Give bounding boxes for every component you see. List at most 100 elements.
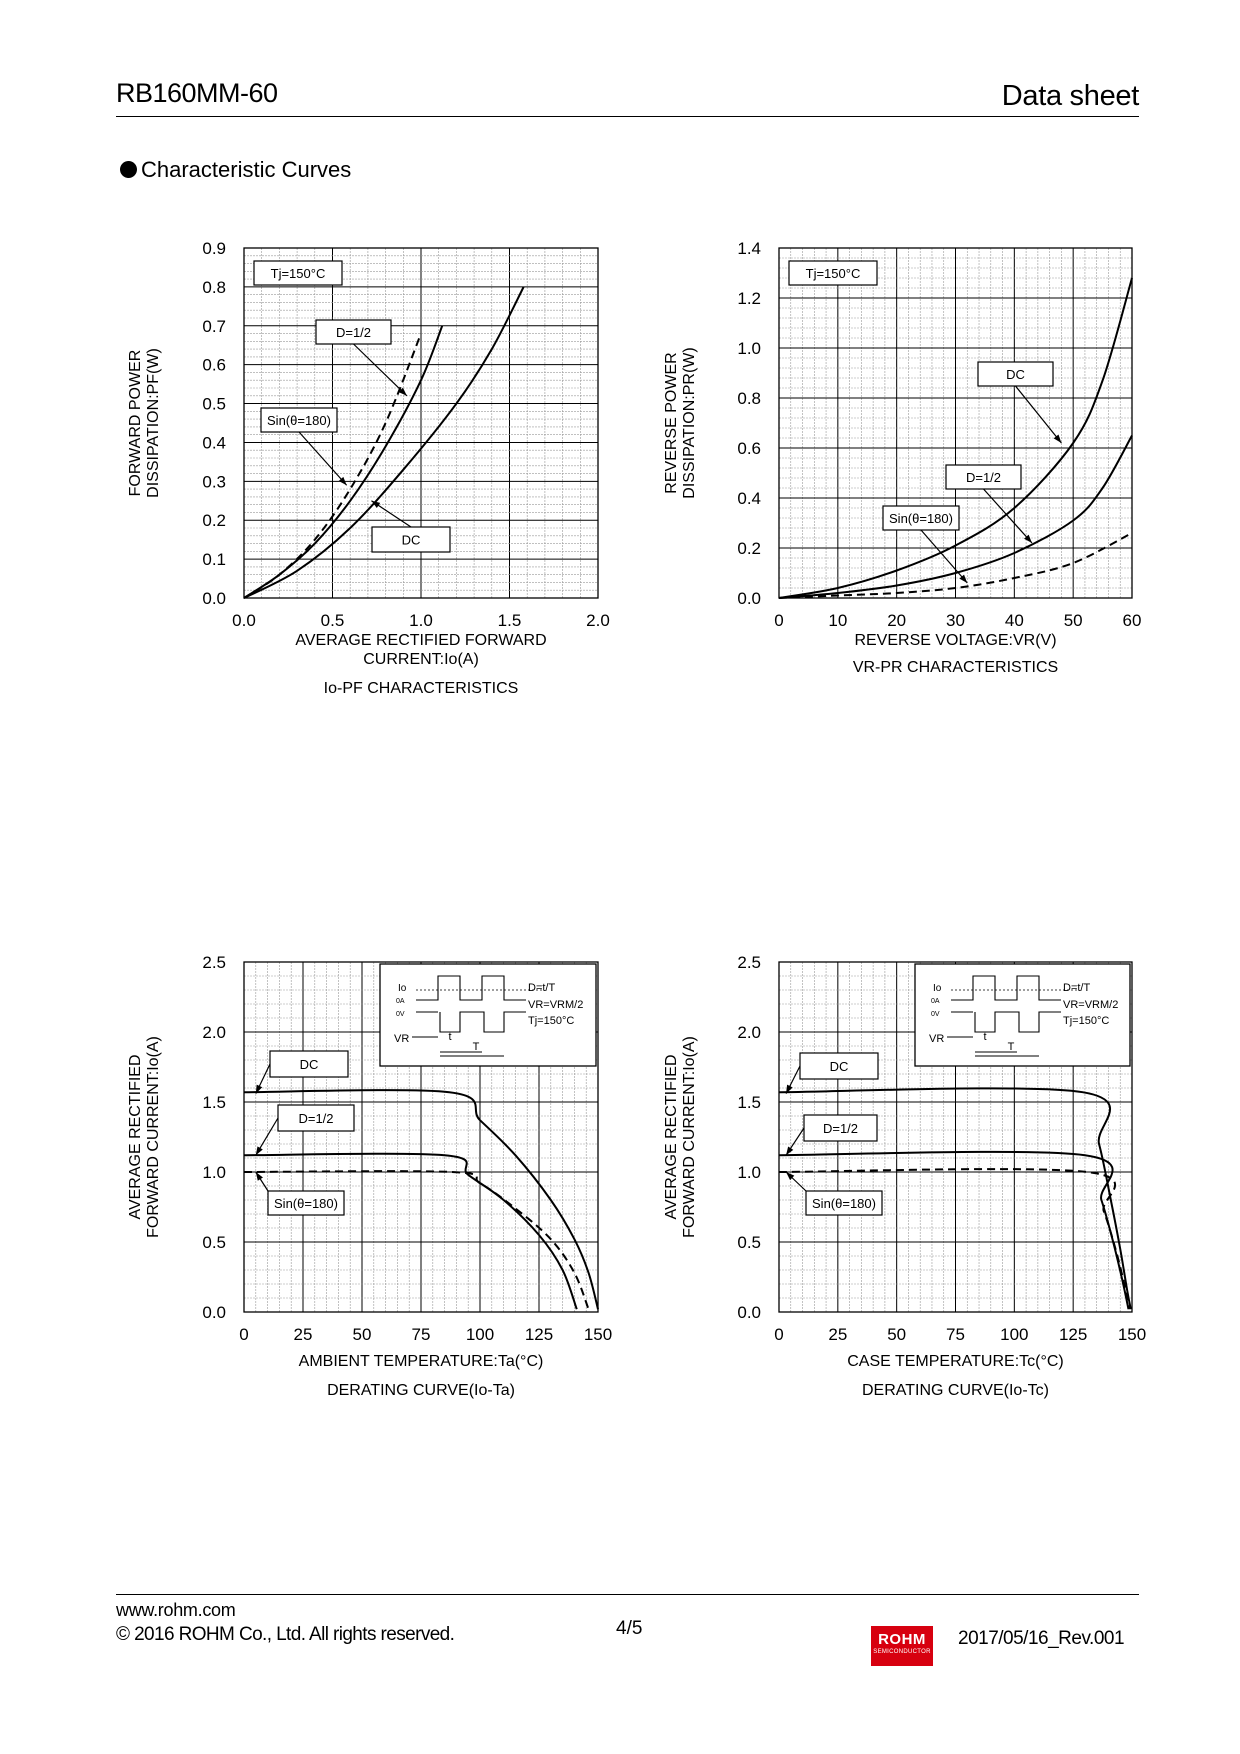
y-axis-label: FORWARD POWER (127, 350, 144, 497)
y-tick-label: 1.5 (202, 1093, 226, 1112)
y-axis-label: DISSIPATION:PF(W) (145, 348, 162, 498)
series-label: D=1/2 (298, 1111, 333, 1126)
arrowhead-icon (786, 1172, 795, 1181)
chart-title: DERATING CURVE(Io-Ta) (327, 1382, 515, 1399)
arrowhead-icon (255, 1172, 263, 1181)
arrowhead-icon (255, 1084, 263, 1094)
x-tick-label: 75 (412, 1325, 431, 1344)
x-tick-label: 75 (946, 1325, 965, 1344)
x-axis-label: AVERAGE RECTIFIED FORWARD (295, 632, 546, 649)
y-tick-label: 0.2 (202, 511, 226, 530)
waveform-voltage (951, 1011, 1061, 1033)
x-axis-label: CURRENT:Io(A) (363, 651, 479, 668)
legend-duty: D=t/T (1063, 982, 1090, 994)
x-tick-label: 100 (1000, 1325, 1028, 1344)
plot-frame (243, 961, 599, 1313)
x-axis-label: CASE TEMPERATURE:Tc(°C) (847, 1353, 1064, 1370)
y-tick-label: 2.5 (737, 953, 761, 972)
waveform-current (416, 975, 526, 1001)
y-axis-label: FORWARD CURRENT:Io(A) (145, 1036, 162, 1238)
plot-frame (778, 961, 1133, 1313)
legend-0a: 0A (931, 998, 940, 1005)
chart-title: DERATING CURVE(Io-Tc) (862, 1382, 1049, 1399)
y-tick-label: 0.5 (737, 1233, 761, 1252)
x-tick-label: 0.0 (232, 611, 256, 630)
x-tick-label: 0 (774, 1325, 783, 1344)
x-tick-label: 40 (1005, 611, 1024, 630)
logo-text: ROHM (878, 1631, 926, 1648)
bullet-icon (120, 161, 137, 178)
series-line-sin180 (243, 333, 422, 599)
document-title: RB160MM-60 (116, 78, 278, 108)
legend-T: T (1008, 1041, 1015, 1053)
chart-1: 0.0 0.5 1.0 1.5 2.0 0.0 0.1 0.2 0.3 0.4 0.5 0.6 0.7 0… (127, 239, 610, 697)
chart-3: 0 25 50 75 100 125 150 0.0 0.5 1.0 1.5 2.0 2.5 AMBIEN… (127, 953, 612, 1399)
y-tick-label: 2.5 (202, 953, 226, 972)
y-tick-label: 1.0 (737, 1163, 761, 1182)
x-tick-label: 0 (774, 611, 783, 630)
series-line-d12 (243, 325, 444, 599)
x-tick-label: 150 (584, 1325, 612, 1344)
footer-url[interactable]: www.rohm.com (116, 1600, 236, 1620)
series-label: D=1/2 (823, 1121, 858, 1136)
waveform-current (951, 975, 1061, 1001)
plot-frame (243, 247, 599, 599)
section-title: Characteristic Curves (141, 157, 352, 182)
series-label-box (805, 1190, 883, 1216)
legend-0v: 0V (396, 1011, 405, 1018)
series-line-dc (243, 1089, 599, 1310)
y-tick-label: 2.0 (737, 1023, 761, 1042)
y-tick-label: 0.4 (737, 489, 761, 508)
y-tick-label: 1.0 (202, 1163, 226, 1182)
series-line-dc (243, 286, 525, 599)
arrowhead-icon (786, 1084, 793, 1094)
x-tick-label: 25 (294, 1325, 313, 1344)
y-axis-label: AVERAGE RECTIFIED (127, 1054, 144, 1219)
y-tick-label: 0.8 (202, 278, 226, 297)
x-tick-label: 0.5 (321, 611, 345, 630)
x-tick-label: 20 (887, 611, 906, 630)
y-tick-label: 0.7 (202, 317, 226, 336)
condition-box (788, 260, 878, 286)
y-axis-label: AVERAGE RECTIFIED (663, 1054, 680, 1219)
rohm-logo: ROHM SEMICONDUCTOR (871, 1626, 933, 1666)
legend-vr: VR (394, 1033, 409, 1045)
x-tick-label: 0 (239, 1325, 248, 1344)
condition-label: Tj=150°C (271, 266, 326, 281)
x-tick-label: 25 (828, 1325, 847, 1344)
x-tick-label: 125 (525, 1325, 553, 1344)
x-tick-label: 50 (1064, 611, 1083, 630)
x-axis-label: REVERSE VOLTAGE:VR(V) (854, 632, 1056, 649)
x-tick-label: 50 (887, 1325, 906, 1344)
legend-tj: Tj=150°C (528, 1015, 574, 1027)
series-label: Sin(θ=180) (274, 1196, 338, 1211)
legend-t: t (983, 1031, 986, 1043)
footer-copyright: © 2016 ROHM Co., Ltd. All rights reserve… (116, 1624, 455, 1645)
series-label: DC (830, 1059, 849, 1074)
x-tick-label: 150 (1118, 1325, 1146, 1344)
legend-T: T (473, 1041, 480, 1053)
series-line-d12 (778, 1150, 1130, 1310)
y-tick-label: 0.0 (737, 589, 761, 608)
series-label-box (269, 1050, 349, 1078)
waveform-voltage (416, 1011, 526, 1033)
x-tick-label: 60 (1123, 611, 1142, 630)
y-tick-label: 0.1 (202, 550, 226, 569)
y-tick-label: 0.5 (202, 395, 226, 414)
arrowhead-icon (1053, 434, 1062, 443)
y-axis-label: REVERSE POWER (663, 352, 680, 493)
series-label-box (803, 1114, 878, 1142)
arrowhead-icon (338, 476, 347, 486)
chart-2: 0 10 20 30 40 50 60 0.0 0.2 0.4 0.6 0.8 1.0 1.2 1.4 REV… (663, 239, 1141, 676)
y-tick-label: 1.4 (737, 239, 761, 258)
series-label: DC (1006, 367, 1025, 382)
series-label-box (260, 407, 338, 433)
waveform-legend: Io 0A 0V VR t T D=t/T VR=VRM/2 Tj=150°C (379, 963, 597, 1067)
x-tick-label: 100 (466, 1325, 494, 1344)
revision-date: 2017/05/16_Rev.001 (958, 1628, 1125, 1649)
y-tick-label: 0.0 (202, 1303, 226, 1322)
series-arrow (1015, 385, 1062, 444)
series-line-d12 (778, 435, 1133, 599)
plot-frame (778, 247, 1133, 599)
